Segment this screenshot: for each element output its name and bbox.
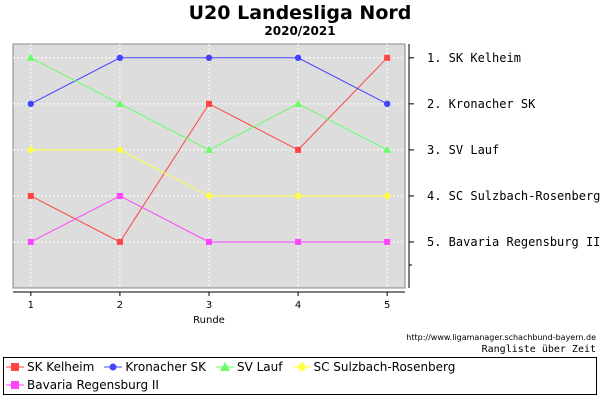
series-3-point	[205, 145, 213, 153]
rank-label: 4. SC Sulzbach-Rosenberg	[427, 189, 600, 203]
rank-label: 3. SV Lauf	[427, 143, 499, 157]
legend-label: SC Sulzbach-Rosenberg	[313, 360, 456, 374]
series-3-point	[115, 99, 124, 107]
series-1-point	[27, 192, 34, 199]
legend-label: SK Kelheim	[27, 360, 95, 374]
series-5-point	[206, 238, 212, 245]
series-1-point	[206, 100, 212, 107]
x-axis-label: Runde	[193, 315, 225, 326]
legend-swatch	[292, 362, 311, 372]
x-tick-label: 3	[206, 300, 212, 311]
series-5-point	[116, 192, 123, 199]
series-4-point	[294, 191, 303, 200]
legend-item: SC Sulzbach-Rosenberg	[292, 360, 456, 374]
legend-swatch	[6, 363, 24, 371]
legend-label: Kronacher SK	[125, 360, 206, 374]
legend-item: Kronacher SK	[104, 360, 206, 374]
series-5-point	[384, 238, 391, 245]
series-5-point	[27, 238, 34, 245]
series-1-point	[116, 238, 123, 245]
rank-label: 5. Bavaria Regensburg II	[427, 235, 600, 249]
legend-swatch	[215, 362, 234, 371]
legend-swatch	[104, 363, 123, 371]
series-5-point	[295, 238, 302, 245]
series-2-point	[383, 100, 391, 108]
series-1-point	[295, 146, 302, 153]
series-4-point	[383, 191, 392, 200]
legend-item: SV Lauf	[215, 360, 283, 374]
x-tick-label: 5	[384, 300, 390, 311]
legend-label: Bavaria Regensburg II	[27, 378, 159, 392]
series-4-point	[115, 145, 124, 154]
footer-caption: Rangliste über Zeit	[481, 344, 596, 355]
rank-label: 1. SK Kelheim	[427, 51, 521, 65]
legend-item: Bavaria Regensburg II	[6, 378, 159, 392]
rank-label: 2. Kronacher SK	[427, 97, 536, 111]
chart-title: U20 Landesliga Nord	[188, 2, 412, 24]
legend: SK Kelheim Kronacher SK SV Lauf SC Sulzbach…	[3, 357, 597, 395]
x-tick-label: 2	[117, 300, 123, 311]
legend-item: SK Kelheim	[6, 360, 94, 374]
x-tick-label: 1	[28, 300, 34, 311]
series-1-point	[384, 54, 391, 61]
series-3-point	[26, 53, 35, 61]
series-2-point	[116, 54, 124, 62]
legend-row-1: SK Kelheim Kronacher SK SV Lauf SC Sulzbach…	[6, 360, 465, 376]
series-3-point	[294, 99, 303, 107]
footer-url: http://www.ligamanager.schachbund-bayern…	[406, 333, 596, 342]
legend-label: SV Lauf	[236, 360, 283, 374]
series-2-point	[27, 100, 35, 108]
series-2-point	[294, 54, 302, 62]
series-2-point	[205, 54, 213, 62]
series-4-point	[205, 191, 213, 200]
legend-row-2: Bavaria Regensburg II	[6, 378, 169, 394]
legend-swatch	[6, 381, 24, 389]
x-tick-label: 4	[295, 300, 301, 311]
series-4-point	[26, 145, 35, 154]
chart-subtitle: 2020/2021	[264, 24, 336, 38]
series-3-point	[383, 145, 392, 153]
